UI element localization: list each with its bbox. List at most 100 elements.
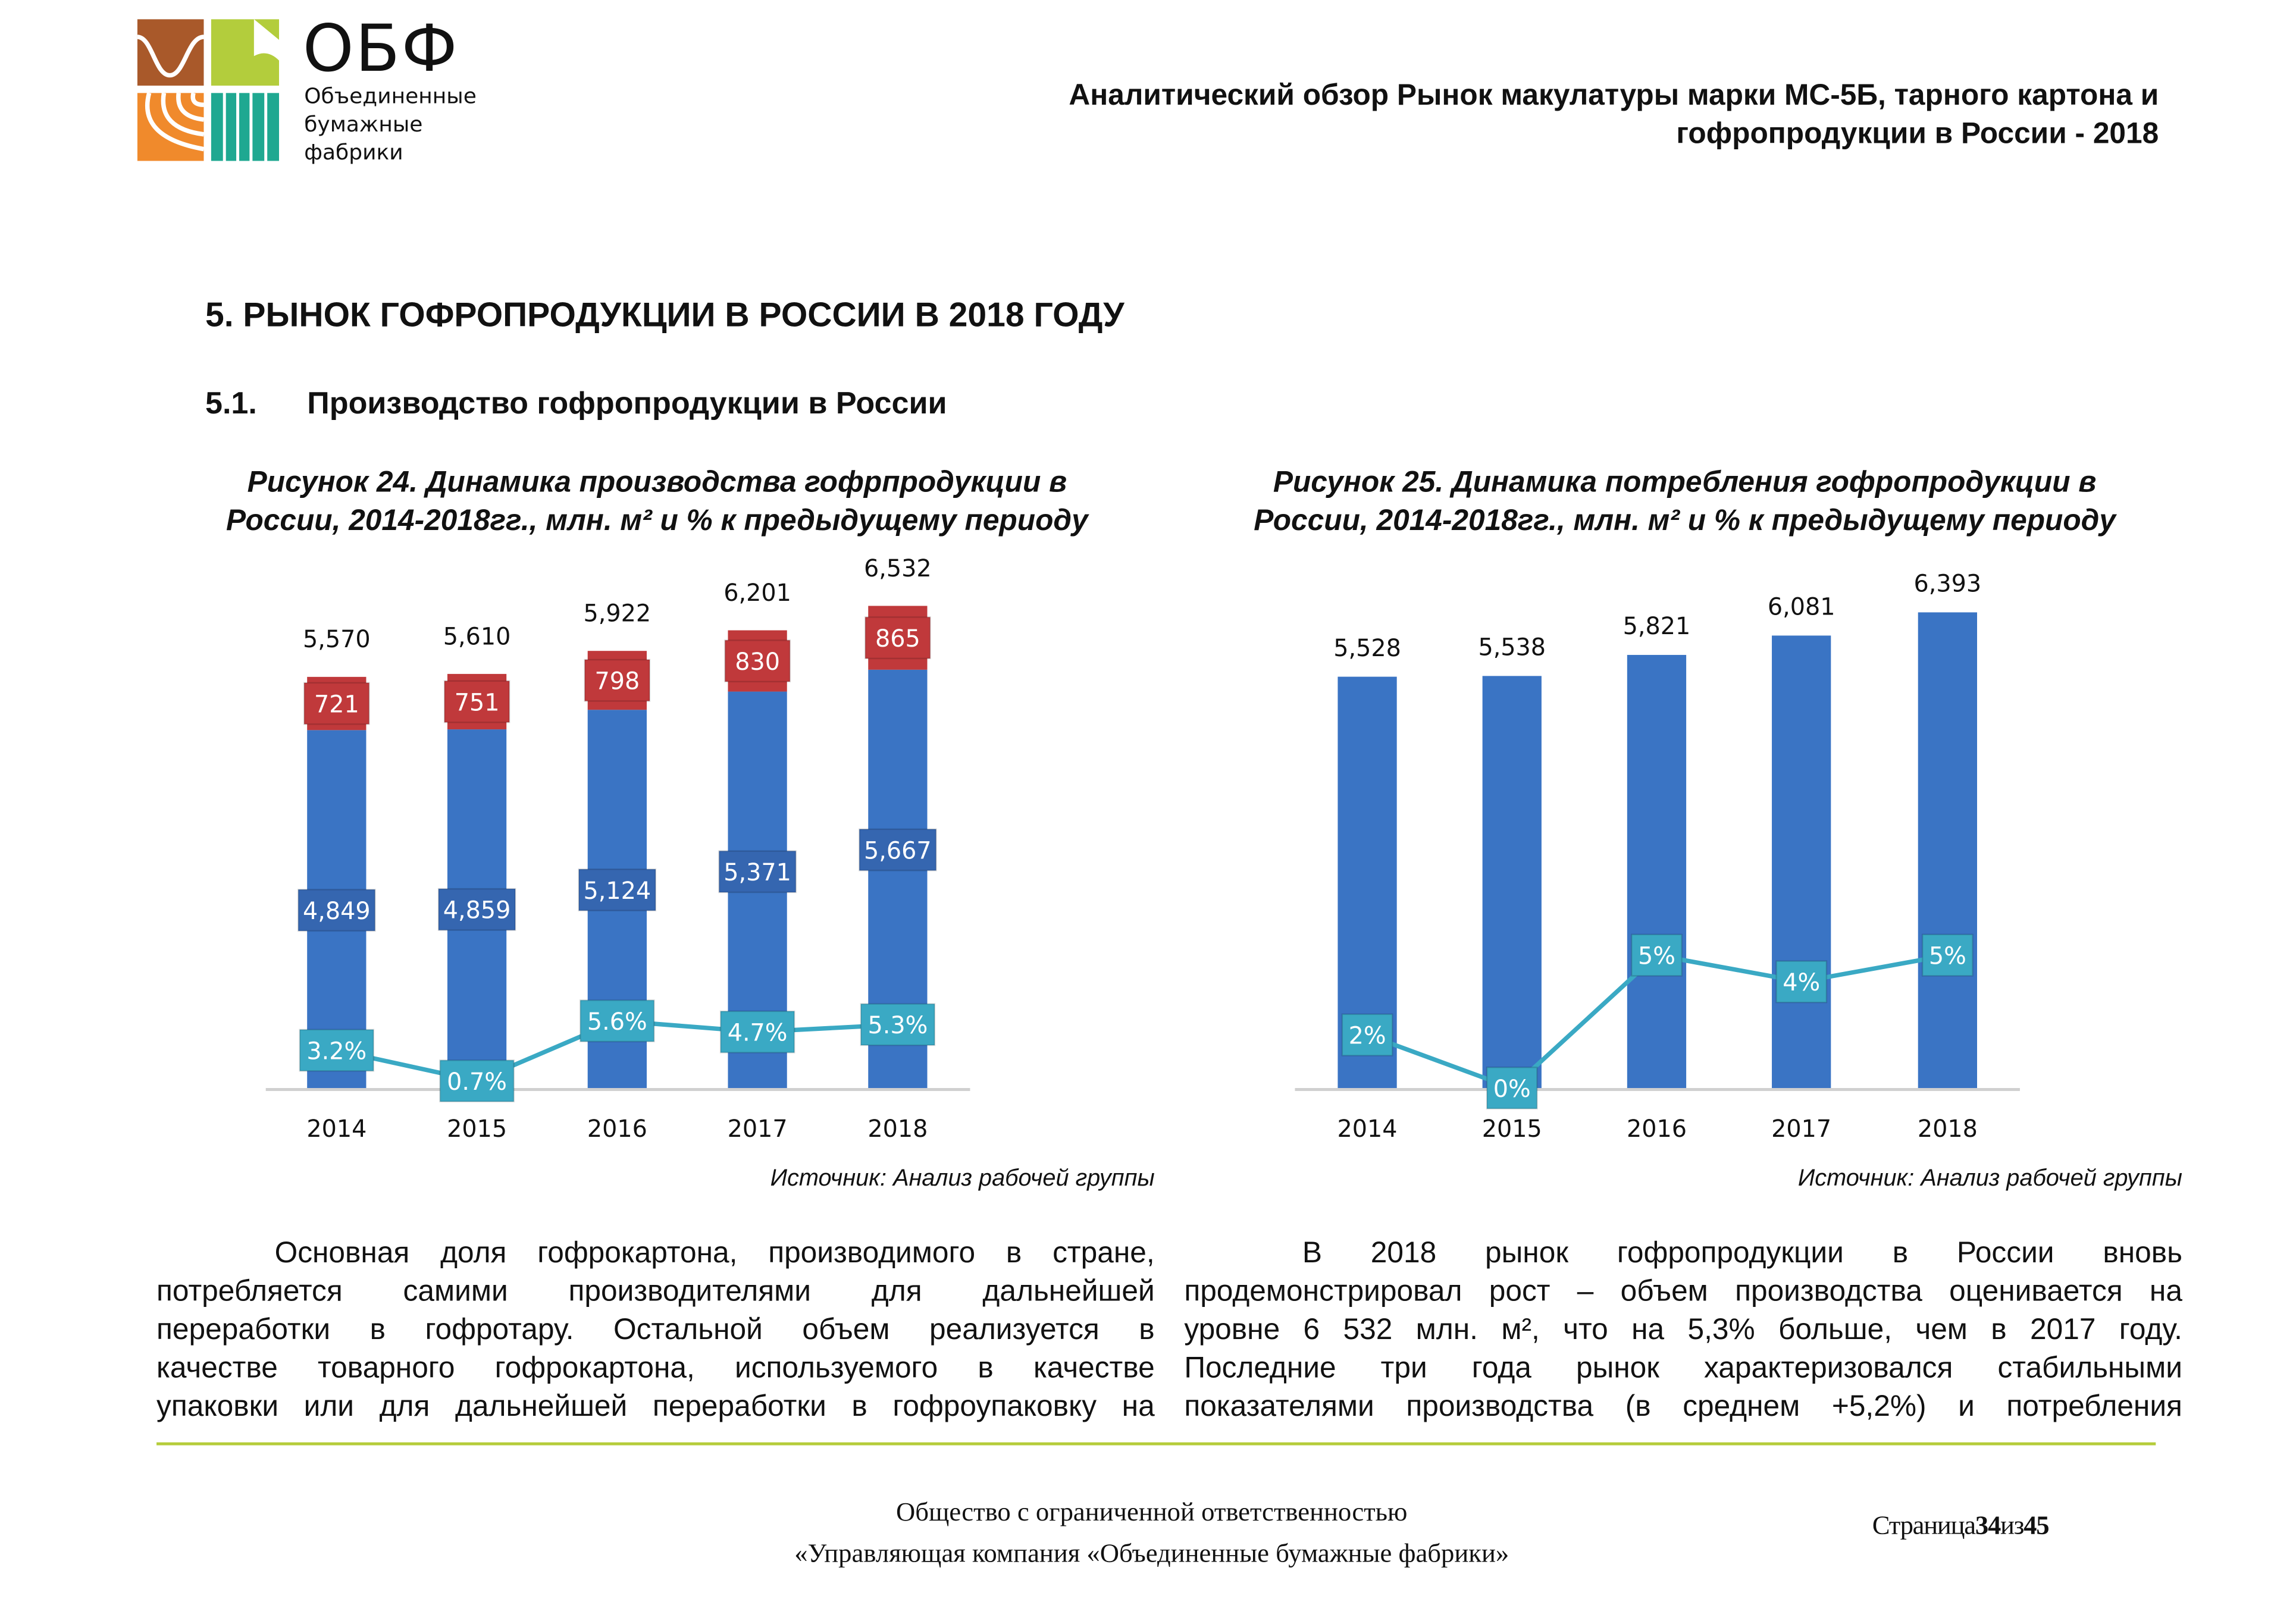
x-tick-label: 2018 — [1918, 1115, 1978, 1143]
subsection-title: Производство гофропродукции в России — [307, 387, 947, 421]
figure-25-caption: Рисунок 25. Динамика потребления гофропр… — [1175, 463, 2194, 540]
bar-segment — [1482, 676, 1542, 1089]
bar-label: 5,538 — [1478, 634, 1546, 661]
bar-label-box — [297, 889, 376, 932]
logo-subtitle: Объединенные бумажные фабрики — [304, 84, 477, 168]
bar-segment — [1627, 654, 1687, 1089]
obf-logo-icon — [137, 19, 280, 161]
caption-line: России, 2014-2018гг., млн. м² и % к пред… — [226, 504, 1088, 538]
caption-line: Рисунок 24. Динамика производства гофрпр… — [247, 466, 1067, 499]
growth-label-box — [439, 1059, 515, 1103]
x-tick-label: 2018 — [867, 1115, 928, 1143]
document-title: Аналитический обзор Рынок макулатуры мар… — [830, 77, 2159, 153]
logo-subtitle-line: фабрики — [304, 142, 403, 165]
footer-company: Общество с ограниченной ответственностью… — [635, 1491, 1668, 1574]
bar-segment — [1772, 635, 1831, 1089]
footer-line: Общество с ограниченной ответственностью — [895, 1497, 1408, 1527]
text-line: В 2018 рынок гофропродукции в России вно… — [1302, 1237, 2182, 1270]
growth-label-box — [1921, 933, 1974, 977]
bar-label: 6,081 — [1768, 594, 1835, 621]
total-label: 5,570 — [303, 626, 371, 653]
growth-label-box — [1341, 1013, 1393, 1056]
body-paragraph-right: В 2018 рынок гофропродукции в России вно… — [1184, 1234, 2182, 1427]
total-label: 6,532 — [864, 555, 932, 582]
bar-label: 830 — [735, 648, 780, 676]
bar-label: 751 — [455, 689, 500, 716]
body-paragraph-left: Основная доля гофрокартона, производимог… — [156, 1234, 1155, 1427]
document-title-line: Аналитический обзор Рынок макулатуры мар… — [1069, 80, 2159, 112]
bar-label: 5,371 — [723, 859, 791, 886]
bar-segment — [1918, 612, 1977, 1089]
text-line: потребляется самими производителями для … — [156, 1275, 1155, 1308]
x-tick-label: 2016 — [1627, 1115, 1687, 1143]
consumption-chart: 5,528 2014 5,538 2015 5,821 2016 6,081 2017 6,39… — [1295, 570, 2020, 1143]
bar-label-box — [437, 888, 516, 931]
growth-label-box — [1775, 960, 1828, 1004]
bar-label: 4,859 — [443, 897, 511, 924]
footer-line: «Управляющая компания «Объединенные бума… — [794, 1538, 1509, 1568]
figure-24-source: Источник: Анализ рабочей группы — [770, 1166, 1155, 1192]
bar-label-box — [864, 616, 931, 660]
total-label: 6,201 — [723, 579, 791, 607]
x-tick-label: 2017 — [728, 1115, 788, 1143]
page-number: Страница34из45 — [1872, 1510, 2050, 1541]
growth-label-box — [860, 1003, 936, 1046]
text-line: качестве товарного гофрокартона, использ… — [156, 1352, 1155, 1385]
footer-divider — [156, 1442, 2156, 1446]
subsection-number: 5.1. — [205, 387, 257, 421]
bar-label: 721 — [314, 691, 359, 718]
of-label: из — [2000, 1510, 2024, 1540]
x-tick-label: 2015 — [1482, 1115, 1542, 1143]
bar-label-box — [724, 639, 791, 683]
growth-label-box — [299, 1029, 375, 1072]
figure-24-caption: Рисунок 24. Динамика производства гофрпр… — [148, 463, 1166, 540]
total-label: 5,922 — [584, 600, 651, 628]
figure-25-source: Источник: Анализ рабочей группы — [1797, 1166, 2182, 1192]
text-line: переработки в гофротару. Остальной объем… — [156, 1313, 1155, 1347]
bar-label-box — [578, 868, 657, 911]
growth-label: 4.7% — [728, 1020, 788, 1047]
x-tick-label: 2015 — [447, 1115, 507, 1143]
growth-label: 5.3% — [867, 1012, 928, 1039]
bar-label-box — [584, 659, 651, 702]
section-heading: 5. РЫНОК ГОФРОПРОДУКЦИИ В РОССИИ В 2018 … — [205, 295, 1124, 334]
growth-label: 0.7% — [447, 1068, 507, 1096]
text-line: уровне 6 532 млн. м², что на 5,3% больше… — [1184, 1313, 2182, 1347]
text-line: Основная доля гофрокартона, производимог… — [274, 1237, 1155, 1270]
bar-label: 5,667 — [864, 837, 932, 864]
logo-name: ОБФ — [302, 11, 459, 87]
caption-line: России, 2014-2018гг., млн. м² и % к пред… — [1254, 504, 2116, 538]
bar-label: 5,528 — [1333, 635, 1401, 662]
current-page: 34 — [1975, 1510, 2001, 1540]
page-label: Страница — [1872, 1510, 1976, 1540]
growth-label: 3.2% — [306, 1037, 367, 1065]
x-tick-label: 2014 — [306, 1115, 367, 1143]
growth-label: 5% — [1929, 943, 1966, 970]
bar-label: 5,124 — [584, 877, 651, 905]
x-tick-label: 2017 — [1771, 1115, 1831, 1143]
growth-label: 5% — [1638, 943, 1675, 970]
bar-label: 798 — [594, 668, 640, 695]
document-title-line: гофропродукции в России - 2018 — [1676, 118, 2159, 151]
growth-label-box — [1486, 1067, 1538, 1109]
growth-label: 2% — [1349, 1023, 1386, 1050]
text-line: показателями производства (в среднем +5,… — [1184, 1390, 2182, 1424]
x-tick-label: 2016 — [587, 1115, 647, 1143]
production-chart: 721 4,849 5,570 2014 751 4,859 5,610 2015 798 5,1… — [265, 555, 970, 1143]
growth-label: 4% — [1783, 969, 1820, 996]
growth-label-box — [719, 1010, 795, 1054]
bar-label-box — [443, 680, 510, 723]
bar-label-box — [859, 828, 937, 871]
x-tick-label: 2014 — [1337, 1115, 1398, 1143]
text-line: Последние три года рынок характеризовалс… — [1184, 1352, 2182, 1385]
growth-label: 0% — [1493, 1076, 1531, 1103]
growth-label: 5.6% — [587, 1008, 647, 1036]
bar-label: 6,393 — [1914, 570, 1982, 598]
bar-label-box — [718, 850, 797, 893]
text-line: упаковки или для дальнейшей переработки … — [156, 1390, 1155, 1424]
growth-label-box — [580, 999, 655, 1043]
bar-label: 5,821 — [1623, 613, 1691, 640]
bar-label-box — [303, 682, 370, 725]
total-pages: 45 — [2024, 1510, 2049, 1540]
subsection-heading: 5.1. Производство гофропродукции в России — [205, 387, 947, 422]
